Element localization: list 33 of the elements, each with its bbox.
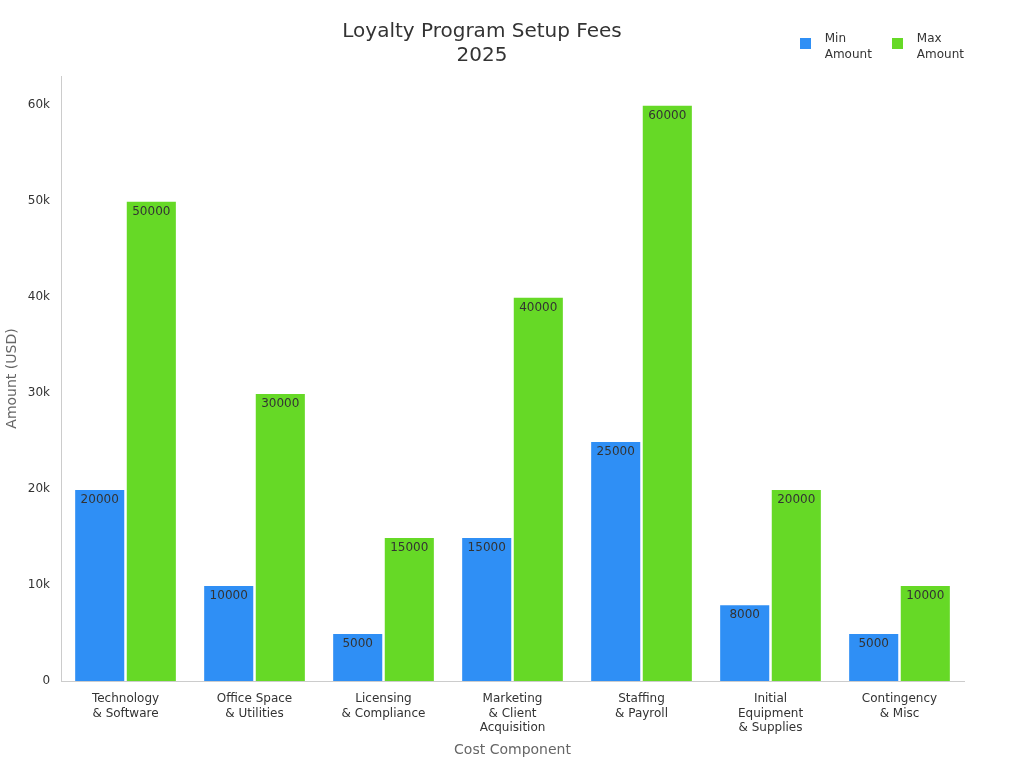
data-label: 20000 (777, 492, 816, 507)
legend-label: Min Amount (824, 30, 872, 62)
y-tick-label: 60k (27, 96, 51, 111)
x-tick-label: Initial Equipment & Supplies (737, 691, 804, 735)
data-label: 15000 (467, 540, 506, 555)
data-label: 15000 (390, 540, 429, 555)
y-tick-label: 50k (27, 192, 51, 207)
y-axis-title: Amount (USD) (3, 328, 20, 429)
data-label: 5000 (342, 636, 373, 651)
x-tick-label: Contingency & Misc (861, 691, 938, 720)
y-tick-label: 0 (42, 673, 51, 688)
x-axis-title: Cost Component (454, 741, 572, 758)
y-tick-label: 30k (27, 385, 51, 400)
y-tick-label: 20k (27, 481, 51, 496)
x-tick-label: Office Space & Utilities (216, 691, 293, 720)
y-tick-label: 10k (27, 577, 51, 592)
data-label: 30000 (261, 396, 300, 411)
x-tick-label: Staffing & Payroll (615, 691, 669, 720)
data-label: 5000 (858, 636, 889, 651)
data-label: 60000 (648, 107, 687, 122)
y-tick-label: 40k (27, 289, 51, 303)
data-label: 10000 (906, 588, 945, 603)
x-tick-label: Licensing & Compliance (341, 691, 426, 720)
x-tick-label: Marketing & Client Acquisition (479, 691, 546, 735)
data-label: 10000 (209, 588, 248, 603)
data-label: 40000 (519, 300, 558, 314)
data-label: 8000 (729, 607, 760, 622)
data-label: 50000 (132, 203, 171, 218)
x-tick-label: Technology & Software (90, 691, 160, 720)
chart-title: Loyalty Program Setup Fees 2025 (342, 18, 622, 67)
data-label: 20000 (80, 492, 119, 507)
legend-label: Max Amount (916, 30, 964, 62)
data-label: 25000 (596, 444, 635, 459)
